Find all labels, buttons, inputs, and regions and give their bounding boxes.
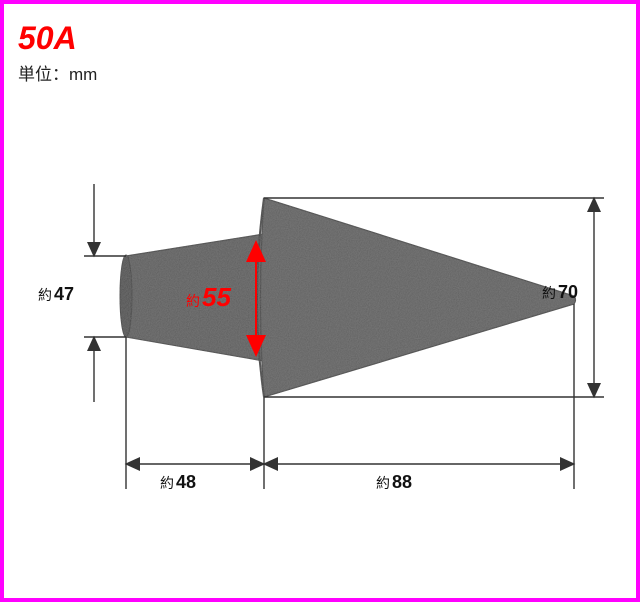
dim-value: 48 bbox=[176, 472, 196, 492]
dim-label-70: 約70 bbox=[542, 282, 578, 303]
dim-value: 55 bbox=[202, 282, 231, 312]
dim-prefix: 約 bbox=[38, 287, 52, 303]
dim-prefix: 約 bbox=[186, 293, 200, 309]
dim-prefix: 約 bbox=[542, 285, 556, 301]
dim-prefix: 約 bbox=[376, 475, 390, 491]
diagram-frame: 50A 単位：mm 井戸掘り長兵衛 bbox=[0, 0, 640, 602]
dim-value: 88 bbox=[392, 472, 412, 492]
dim-value: 70 bbox=[558, 282, 578, 302]
dim-label-47: 約47 bbox=[38, 284, 74, 305]
dim-label-48: 約48 bbox=[160, 472, 196, 493]
dim-value: 47 bbox=[54, 284, 74, 304]
dim-prefix: 約 bbox=[160, 475, 174, 491]
dim-label-55: 約55 bbox=[186, 282, 231, 313]
dim-label-88: 約88 bbox=[376, 472, 412, 493]
